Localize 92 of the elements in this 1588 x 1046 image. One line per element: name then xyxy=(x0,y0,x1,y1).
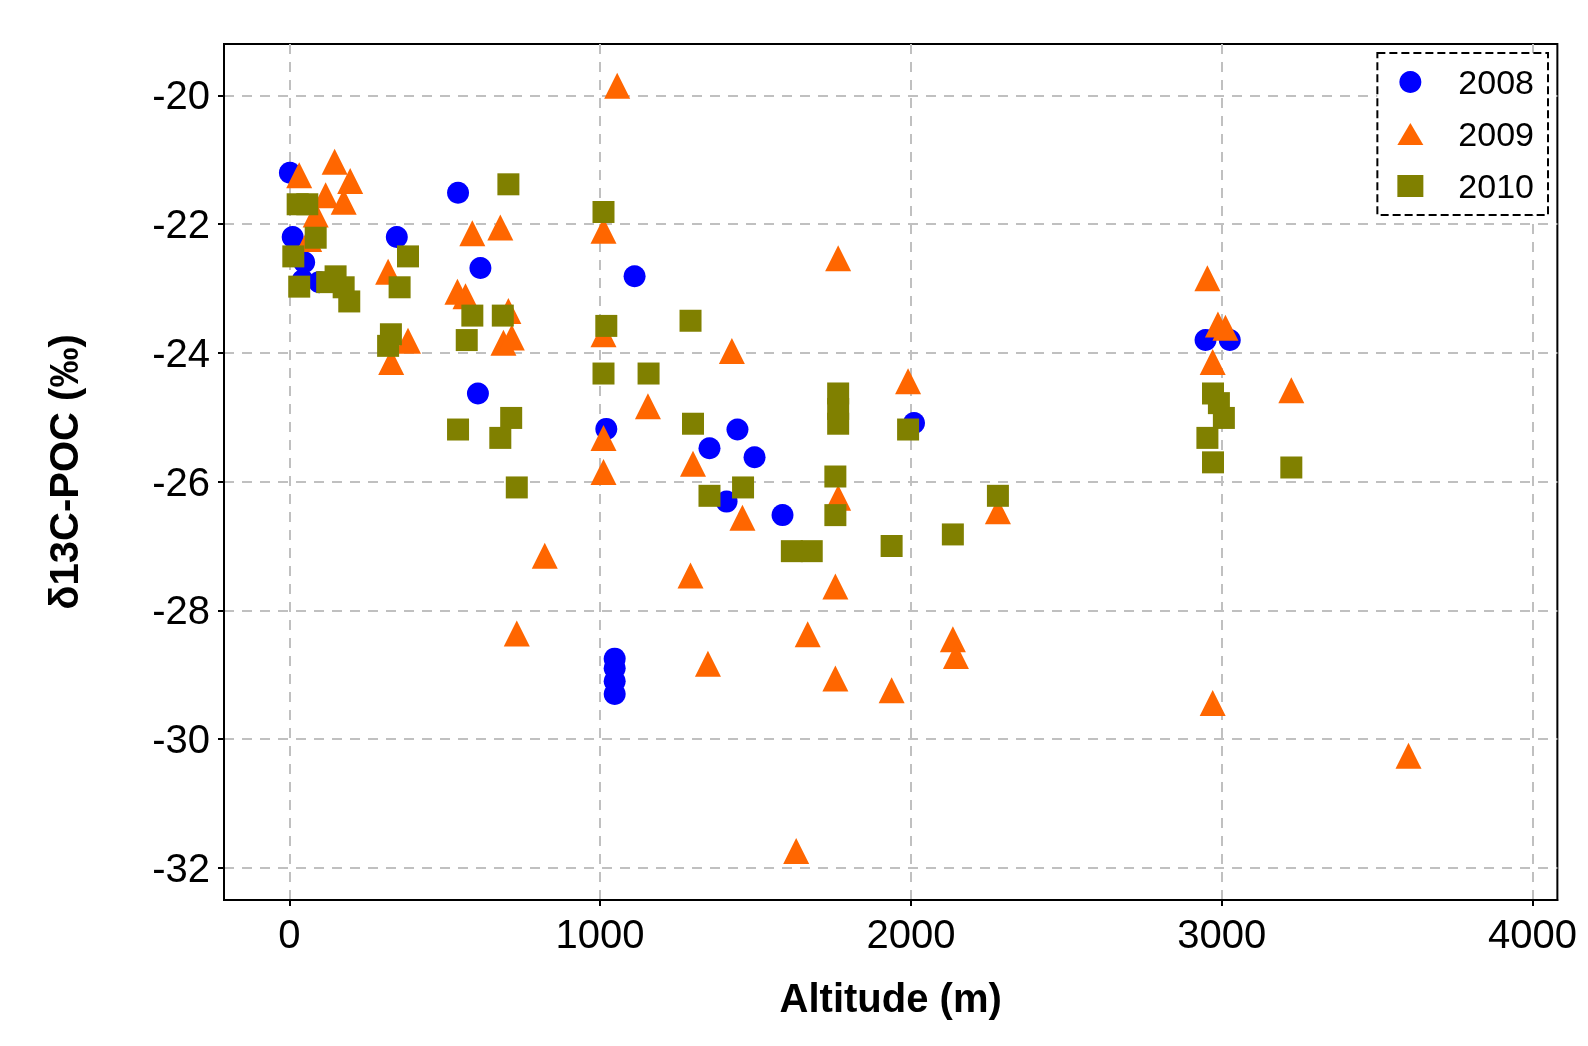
point xyxy=(680,450,707,477)
point xyxy=(824,465,847,488)
point xyxy=(1280,456,1303,479)
point xyxy=(590,459,617,485)
x-tick-label: 3000 xyxy=(1177,912,1267,956)
point xyxy=(296,193,319,216)
point xyxy=(1212,406,1235,429)
y-tick-label: -30 xyxy=(152,717,210,762)
point xyxy=(729,504,756,531)
point xyxy=(1212,314,1239,341)
point xyxy=(1199,348,1226,375)
point xyxy=(783,838,810,865)
point xyxy=(941,523,964,546)
point xyxy=(531,542,558,569)
point xyxy=(895,368,922,395)
point xyxy=(677,562,704,589)
y-tick-label: -32 xyxy=(152,845,210,890)
point xyxy=(743,446,766,469)
point xyxy=(623,265,646,288)
x-axis-title: Altitude (m) xyxy=(779,976,1002,1020)
point xyxy=(1196,426,1219,449)
point xyxy=(794,621,821,648)
point xyxy=(800,540,823,563)
point xyxy=(698,437,721,460)
y-tick-label: -20 xyxy=(152,73,210,118)
point xyxy=(822,573,849,600)
point xyxy=(986,484,1009,507)
x-tick-label: 1000 xyxy=(555,912,645,956)
point xyxy=(1199,690,1226,717)
point xyxy=(592,362,615,385)
point xyxy=(726,418,749,441)
point xyxy=(822,665,849,692)
point xyxy=(288,275,311,298)
point xyxy=(503,620,530,647)
legend-label: 2008 xyxy=(1458,63,1534,101)
point xyxy=(604,72,631,99)
point xyxy=(590,424,617,451)
point xyxy=(880,535,903,558)
point xyxy=(592,200,615,223)
x-tick-label: 0 xyxy=(278,912,301,956)
point xyxy=(698,484,721,507)
y-axis-title: δ13C-POC (‰) xyxy=(42,334,86,610)
point xyxy=(497,173,520,196)
point xyxy=(718,338,745,364)
point xyxy=(286,162,313,189)
y-tick-label: -28 xyxy=(152,588,210,633)
point xyxy=(282,245,305,268)
legend-label: 2010 xyxy=(1458,167,1534,205)
point xyxy=(827,412,850,435)
point xyxy=(878,677,905,704)
point xyxy=(634,393,661,420)
point xyxy=(397,245,419,268)
point xyxy=(825,245,852,272)
point xyxy=(459,220,486,247)
point xyxy=(1395,742,1422,769)
legend-label: 2009 xyxy=(1458,115,1534,153)
point xyxy=(682,412,705,435)
point xyxy=(377,334,400,357)
point xyxy=(385,226,408,249)
y-tick-label: -24 xyxy=(152,330,210,375)
point xyxy=(771,504,794,527)
point xyxy=(321,148,348,175)
point xyxy=(466,382,489,405)
point xyxy=(491,304,514,327)
point xyxy=(1278,377,1305,404)
y-tick-label: -26 xyxy=(152,459,210,504)
point xyxy=(637,362,660,385)
point xyxy=(489,426,512,449)
point xyxy=(780,540,803,563)
point xyxy=(505,476,528,499)
point xyxy=(337,168,364,195)
point xyxy=(897,418,920,441)
point xyxy=(447,418,470,441)
point xyxy=(1202,451,1224,474)
point xyxy=(455,329,478,352)
point xyxy=(595,314,618,337)
point xyxy=(469,256,492,279)
point xyxy=(447,181,470,204)
point xyxy=(694,650,721,677)
x-tick-label: 2000 xyxy=(866,912,956,956)
point xyxy=(388,276,411,299)
y-tick-label: -22 xyxy=(152,202,210,247)
point xyxy=(304,226,327,249)
point xyxy=(338,290,361,313)
point xyxy=(461,304,484,327)
point xyxy=(824,504,847,527)
point xyxy=(732,476,755,499)
point xyxy=(500,406,523,429)
point xyxy=(1194,265,1221,292)
point xyxy=(679,309,702,332)
point xyxy=(487,214,514,241)
x-tick-label: 4000 xyxy=(1488,912,1577,956)
